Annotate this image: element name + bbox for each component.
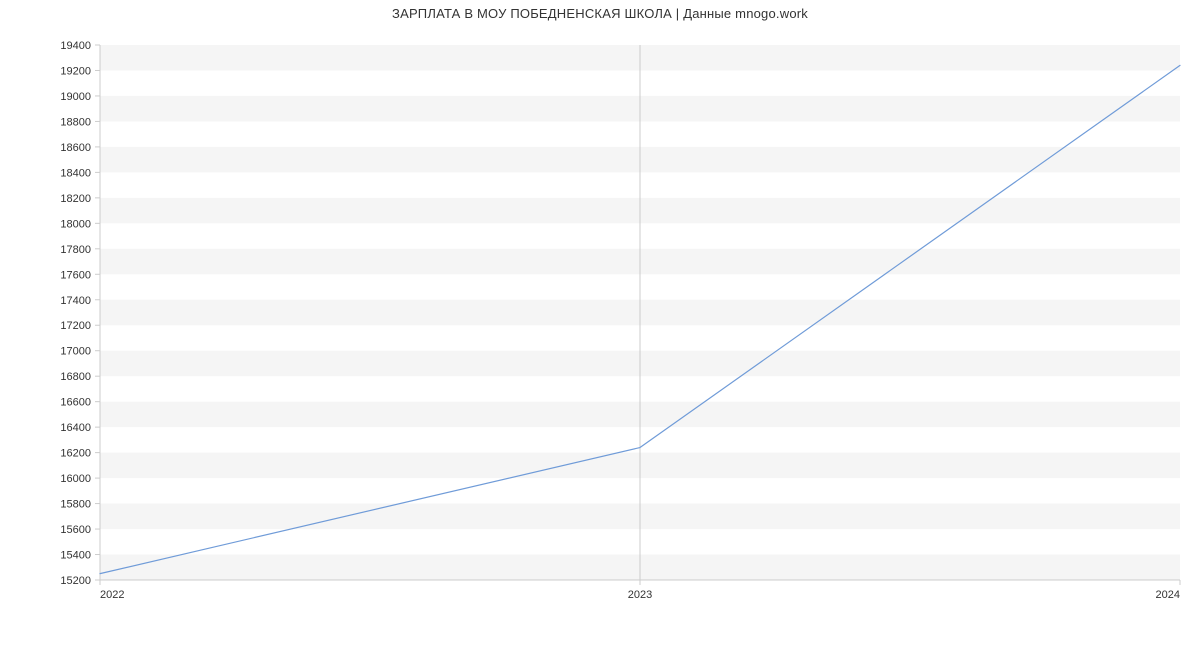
y-tick-label: 15400 (60, 550, 91, 562)
y-tick-label: 19200 (60, 65, 91, 77)
y-tick-label: 15600 (60, 524, 91, 536)
chart-svg: 15200 15400 15600 15800 16000 16200 16400 16600… (0, 0, 1200, 650)
y-tick-label: 18800 (60, 116, 91, 128)
chart-title: ЗАРПЛАТА В МОУ ПОБЕДНЕНСКАЯ ШКОЛА | Данн… (0, 6, 1200, 21)
y-tick-label: 17000 (60, 346, 91, 358)
x-tick-label: 2023 (628, 589, 652, 601)
x-tick-label: 2024 (1156, 589, 1180, 601)
y-tick-label: 17800 (60, 244, 91, 256)
y-tick-label: 16600 (60, 397, 91, 409)
y-tick-label: 18200 (60, 193, 91, 205)
y-tick-label: 17200 (60, 320, 91, 332)
y-tick-label: 17400 (60, 295, 91, 307)
y-tick-label: 15800 (60, 499, 91, 511)
y-tick-label: 16200 (60, 448, 91, 460)
y-tick-label: 18000 (60, 218, 91, 230)
y-tick-label: 16400 (60, 422, 91, 434)
x-tick-label: 2022 (100, 589, 124, 601)
y-tick-label: 18400 (60, 167, 91, 179)
y-tick-label: 16000 (60, 473, 91, 485)
y-tick-label: 19000 (60, 91, 91, 103)
y-tick-label: 16800 (60, 371, 91, 383)
salary-line-chart: ЗАРПЛАТА В МОУ ПОБЕДНЕНСКАЯ ШКОЛА | Данн… (0, 0, 1200, 650)
y-tick-label: 17600 (60, 269, 91, 281)
y-tick-label: 15200 (60, 575, 91, 587)
y-tick-label: 18600 (60, 142, 91, 154)
y-tick-label: 19400 (60, 40, 91, 52)
